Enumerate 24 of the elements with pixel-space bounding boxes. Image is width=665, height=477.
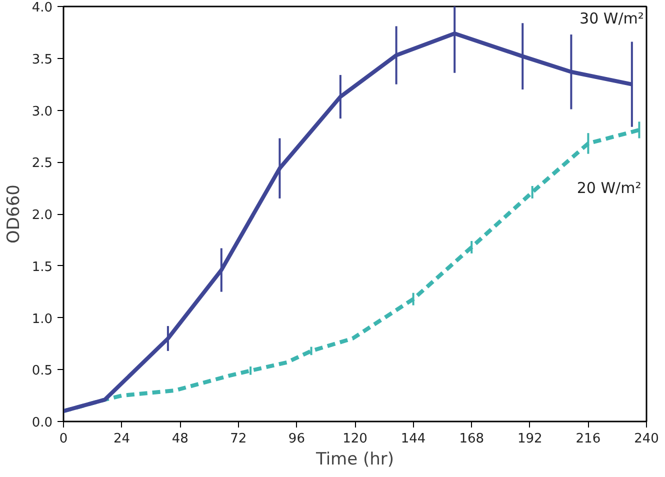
y-axis-title: OD660: [4, 184, 24, 244]
x-tick-label: 48: [172, 432, 188, 446]
x-tick-label: 120: [342, 432, 368, 446]
y-tick-label: 1.5: [32, 260, 53, 275]
text: 30 W/m²: [580, 9, 644, 28]
series-label: 20 W/m²: [576, 178, 642, 197]
x-tick-label: 240: [634, 432, 659, 446]
x-tick-label: 72: [230, 432, 247, 446]
x-tick-label: 168: [459, 432, 484, 446]
x-axis-title: Time (hr): [314, 450, 394, 470]
y-tick-label: 0.5: [32, 364, 53, 379]
y-tick-label: 2.5: [32, 156, 53, 172]
x-tick-label: 24: [114, 432, 130, 446]
y-tick-label: 3.5: [32, 52, 53, 68]
x-tick-label: 96: [288, 432, 305, 446]
y-tick-label: 2.0: [32, 208, 53, 223]
x-tick-label: 144: [400, 432, 426, 446]
x-tick-label: 0: [59, 432, 68, 446]
x-tick-label: 216: [576, 432, 601, 446]
y-tick-label: 1.0: [32, 312, 53, 327]
y-tick-label: 4.0: [32, 0, 53, 16]
y-tick-label: 0.0: [32, 416, 53, 430]
y-tick-label: 3.0: [32, 104, 53, 120]
x-tick-label: 192: [517, 432, 542, 446]
